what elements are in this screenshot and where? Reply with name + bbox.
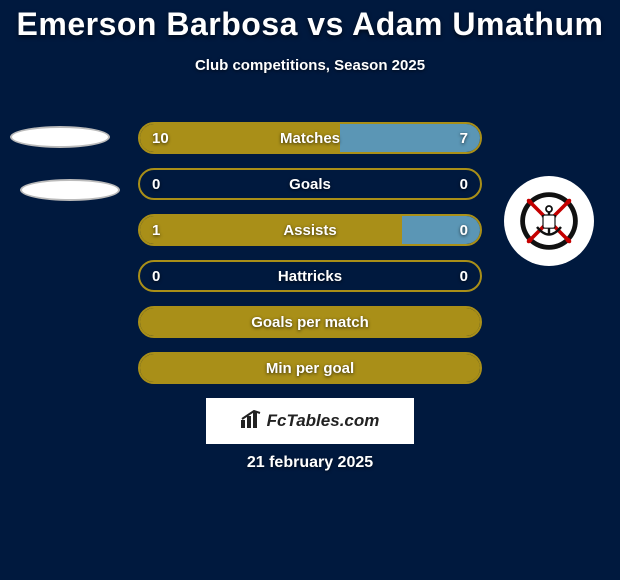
date-label: 21 february 2025 bbox=[0, 454, 620, 472]
chart-icon bbox=[241, 410, 263, 433]
stat-bars: 10 Matches 7 0 Goals 0 1 Assists 0 0 Hat… bbox=[138, 122, 482, 398]
fctables-logo-text: FcTables.com bbox=[267, 411, 380, 431]
comparison-card: Emerson Barbosa vs Adam Umathum Club com… bbox=[0, 0, 620, 580]
stat-row-hattricks: 0 Hattricks 0 bbox=[138, 260, 482, 292]
stat-label: Min per goal bbox=[140, 354, 480, 382]
player2-club-logo bbox=[504, 176, 594, 266]
stat-row-matches: 10 Matches 7 bbox=[138, 122, 482, 154]
page-subtitle: Club competitions, Season 2025 bbox=[0, 57, 620, 74]
stat-row-min-per-goal: Min per goal bbox=[138, 352, 482, 384]
stat-value-right: 0 bbox=[460, 262, 468, 290]
fctables-logo: FcTables.com bbox=[206, 398, 414, 444]
stat-value-right: 7 bbox=[460, 124, 468, 152]
stat-label: Goals per match bbox=[140, 308, 480, 336]
anchor-icon bbox=[519, 191, 579, 251]
player1-avatar-placeholder-2 bbox=[20, 179, 120, 201]
player1-avatar-placeholder-1 bbox=[10, 126, 110, 148]
stat-label: Matches bbox=[140, 124, 480, 152]
stat-row-assists: 1 Assists 0 bbox=[138, 214, 482, 246]
stat-label: Assists bbox=[140, 216, 480, 244]
stat-value-right: 0 bbox=[460, 216, 468, 244]
stat-value-right: 0 bbox=[460, 170, 468, 198]
stat-label: Goals bbox=[140, 170, 480, 198]
stat-row-goals: 0 Goals 0 bbox=[138, 168, 482, 200]
stat-row-goals-per-match: Goals per match bbox=[138, 306, 482, 338]
page-title: Emerson Barbosa vs Adam Umathum bbox=[0, 0, 620, 43]
stat-label: Hattricks bbox=[140, 262, 480, 290]
